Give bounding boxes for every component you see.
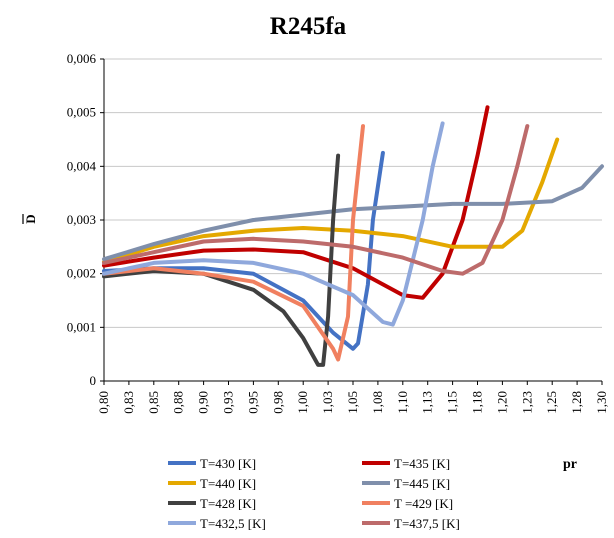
legend: T=430 [K] T=435 [K] T=440 [K] T=445 [K] T=42… (168, 456, 460, 531)
legend-label: T =429 [K] (394, 496, 453, 511)
chart-title: R245fa (270, 13, 347, 40)
x-tick-label: 1,28 (569, 391, 584, 414)
gridlines (104, 58, 602, 328)
x-tick-label: 0,98 (270, 391, 285, 414)
series-line (102, 124, 365, 362)
legend-item: T=428 [K] (168, 496, 256, 511)
y-tick-labels: 0 0,001 0,002 0,003 0,004 0,005 0,006 (67, 51, 97, 388)
x-tick-labels: 0,80 0,83 0,85 0,88 0,90 0,93 0,95 0,98 1,00 1,03… (96, 391, 609, 414)
x-tick-label: 1,15 (445, 391, 460, 414)
series-line (102, 150, 385, 351)
x-axis-label: pr (563, 457, 577, 472)
x-tick-label: 1,13 (420, 391, 435, 414)
y-axis-title: D (22, 214, 38, 224)
series-line (102, 137, 560, 264)
x-tick-label: 0,93 (221, 391, 236, 414)
legend-item: T=430 [K] (168, 456, 256, 471)
legend-item: T=440 [K] (168, 476, 256, 491)
legend-item: T =429 [K] (362, 496, 453, 511)
x-tick-label: 1,25 (544, 391, 559, 414)
x-tick-label: 1,20 (494, 391, 509, 414)
y-tick-label: 0 (90, 373, 97, 388)
legend-item: T=437,5 [K] (362, 516, 460, 531)
x-tick-label: 1,30 (594, 391, 609, 414)
legend-item: T=445 [K] (362, 476, 450, 491)
x-tick-label: 1,05 (345, 391, 360, 414)
x-tick-label: 0,90 (196, 391, 211, 414)
x-tick-label: 0,88 (171, 391, 186, 414)
y-tick-label: 0,005 (67, 105, 96, 120)
y-axis-label: D (23, 214, 38, 223)
legend-item: T=435 [K] (362, 456, 450, 471)
legend-label: T=445 [K] (394, 476, 450, 491)
axes (100, 58, 603, 385)
x-tick-label: 1,00 (295, 391, 310, 414)
legend-label: T=432,5 [K] (200, 516, 266, 531)
y-tick-label: 0,003 (67, 212, 96, 227)
y-tick-label: 0,002 (67, 266, 96, 281)
y-tick-label: 0,004 (67, 158, 97, 173)
x-tick-label: 0,80 (96, 391, 111, 414)
x-tick-label: 1,23 (519, 391, 534, 414)
legend-label: T=440 [K] (200, 476, 256, 491)
x-tick-label: 1,10 (395, 391, 410, 414)
x-tick-label: 1,03 (320, 391, 335, 414)
x-tick-label: 0,85 (146, 391, 161, 414)
y-tick-label: 0,006 (67, 51, 97, 66)
legend-label: T=437,5 [K] (394, 516, 460, 531)
y-tick-label: 0,001 (67, 319, 96, 334)
legend-label: T=435 [K] (394, 456, 450, 471)
series-line (102, 105, 490, 300)
x-tick-label: 1,18 (470, 391, 485, 414)
legend-label: T=428 [K] (200, 496, 256, 511)
series-lines (102, 105, 604, 367)
series-line (102, 164, 604, 262)
x-tick-label: 0,83 (121, 391, 136, 414)
legend-item: T=432,5 [K] (168, 516, 266, 531)
x-tick-label: 0,95 (245, 391, 260, 414)
x-tick-label: 1,08 (370, 391, 385, 414)
series-line (102, 124, 530, 276)
legend-label: T=430 [K] (200, 456, 256, 471)
series-line (102, 121, 445, 327)
